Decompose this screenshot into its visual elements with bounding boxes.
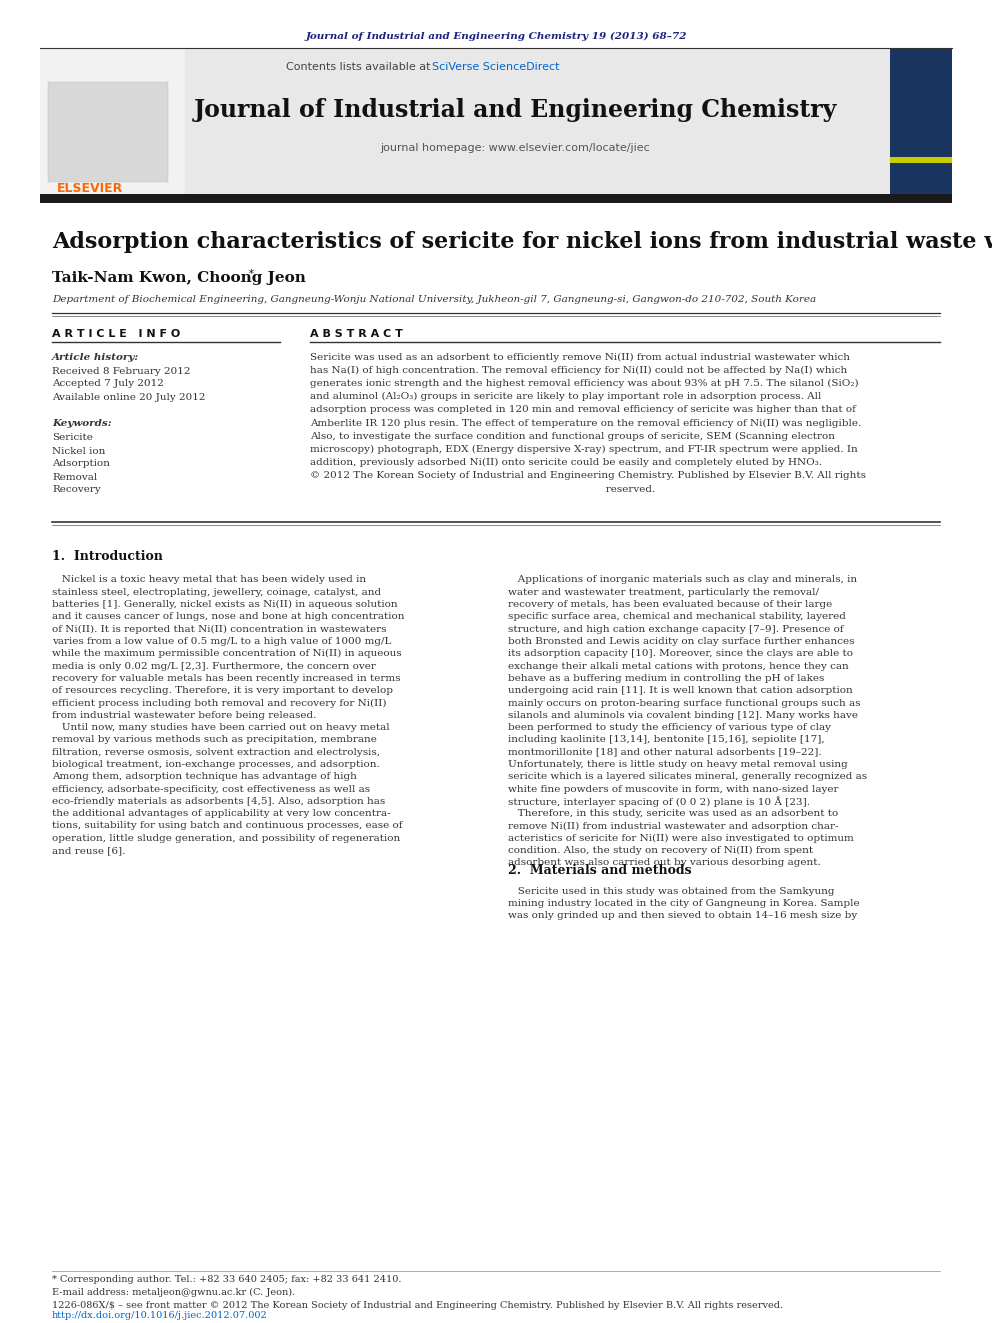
Text: while the maximum permissible concentration of Ni(II) in aqueous: while the maximum permissible concentrat… xyxy=(52,650,402,659)
Bar xyxy=(40,48,185,194)
Text: tions, suitability for using batch and continuous processes, ease of: tions, suitability for using batch and c… xyxy=(52,822,403,831)
Text: silanols and aluminols via covalent binding [12]. Many works have: silanols and aluminols via covalent bind… xyxy=(508,710,858,720)
Text: adsorbent was also carried out by various desorbing agent.: adsorbent was also carried out by variou… xyxy=(508,859,820,868)
Text: structure, and high cation exchange capacity [7–9]. Presence of: structure, and high cation exchange capa… xyxy=(508,624,843,634)
Text: Amberlite IR 120 plus resin. The effect of temperature on the removal efficiency: Amberlite IR 120 plus resin. The effect … xyxy=(310,418,861,427)
Text: remove Ni(II) from industrial wastewater and adsorption char-: remove Ni(II) from industrial wastewater… xyxy=(508,822,838,831)
Text: acteristics of sericite for Ni(II) were also investigated to optimum: acteristics of sericite for Ni(II) were … xyxy=(508,833,854,843)
Text: removal by various methods such as precipitation, membrane: removal by various methods such as preci… xyxy=(52,736,377,745)
Text: efficiency, adsorbate-specificity, cost effectiveness as well as: efficiency, adsorbate-specificity, cost … xyxy=(52,785,370,794)
Text: Adsorption characteristics of sericite for nickel ions from industrial waste wat: Adsorption characteristics of sericite f… xyxy=(52,232,992,253)
Text: adsorption process was completed in 120 min and removal efficiency of sericite w: adsorption process was completed in 120 … xyxy=(310,405,856,414)
Text: of resources recycling. Therefore, it is very important to develop: of resources recycling. Therefore, it is… xyxy=(52,687,393,695)
Text: Sericite used in this study was obtained from the Samkyung: Sericite used in this study was obtained… xyxy=(508,886,834,896)
Text: Keywords:: Keywords: xyxy=(52,419,112,429)
Text: been performed to study the efficiency of various type of clay: been performed to study the efficiency o… xyxy=(508,724,831,732)
Text: SciVerse ScienceDirect: SciVerse ScienceDirect xyxy=(432,62,559,71)
Text: recovery for valuable metals has been recently increased in terms: recovery for valuable metals has been re… xyxy=(52,673,401,683)
Text: recovery of metals, has been evaluated because of their large: recovery of metals, has been evaluated b… xyxy=(508,601,832,609)
Text: white fine powders of muscovite in form, with nano-sized layer: white fine powders of muscovite in form,… xyxy=(508,785,838,794)
Text: Article history:: Article history: xyxy=(52,352,139,361)
Text: Unfortunately, there is little study on heavy metal removal using: Unfortunately, there is little study on … xyxy=(508,759,848,769)
Text: Received 8 February 2012: Received 8 February 2012 xyxy=(52,366,190,376)
Text: efficient process including both removal and recovery for Ni(II): efficient process including both removal… xyxy=(52,699,387,708)
Text: 1226-086X/$ – see front matter © 2012 The Korean Society of Industrial and Engin: 1226-086X/$ – see front matter © 2012 Th… xyxy=(52,1301,783,1310)
Text: http://dx.doi.org/10.1016/j.jiec.2012.07.002: http://dx.doi.org/10.1016/j.jiec.2012.07… xyxy=(52,1311,268,1319)
Text: Contents lists available at: Contents lists available at xyxy=(286,62,430,71)
Text: sericite which is a layered silicates mineral, generally recognized as: sericite which is a layered silicates mi… xyxy=(508,773,867,782)
Text: Journal of Industrial and Engineering Chemistry: Journal of Industrial and Engineering Ch… xyxy=(193,98,836,122)
Text: Sericite was used as an adsorbent to efficiently remove Ni(II) from actual indus: Sericite was used as an adsorbent to eff… xyxy=(310,352,850,361)
Bar xyxy=(40,48,952,194)
Text: and reuse [6].: and reuse [6]. xyxy=(52,847,125,855)
Text: specific surface area, chemical and mechanical stability, layered: specific surface area, chemical and mech… xyxy=(508,613,846,622)
Text: varies from a low value of 0.5 mg/L to a high value of 1000 mg/L: varies from a low value of 0.5 mg/L to a… xyxy=(52,636,392,646)
Text: journal homepage: www.elsevier.com/locate/jiec: journal homepage: www.elsevier.com/locat… xyxy=(380,143,650,153)
Text: stainless steel, electroplating, jewellery, coinage, catalyst, and: stainless steel, electroplating, jewelle… xyxy=(52,587,381,597)
Text: Therefore, in this study, sericite was used as an adsorbent to: Therefore, in this study, sericite was u… xyxy=(508,810,838,818)
Text: * Corresponding author. Tel.: +82 33 640 2405; fax: +82 33 641 2410.: * Corresponding author. Tel.: +82 33 640… xyxy=(52,1275,402,1285)
Text: media is only 0.02 mg/L [2,3]. Furthermore, the concern over: media is only 0.02 mg/L [2,3]. Furthermo… xyxy=(52,662,376,671)
Text: operation, little sludge generation, and possibility of regeneration: operation, little sludge generation, and… xyxy=(52,833,400,843)
Text: Also, to investigate the surface condition and functional groups of sericite, SE: Also, to investigate the surface conditi… xyxy=(310,431,835,441)
Text: mainly occurs on proton-bearing surface functional groups such as: mainly occurs on proton-bearing surface … xyxy=(508,699,860,708)
Text: 2.  Materials and methods: 2. Materials and methods xyxy=(508,864,691,877)
Text: generates ionic strength and the highest removal efficiency was about 93% at pH : generates ionic strength and the highest… xyxy=(310,378,859,388)
Text: A B S T R A C T: A B S T R A C T xyxy=(310,329,403,339)
Text: microscopy) photograph, EDX (Energy dispersive X-ray) spectrum, and FT-IR spectr: microscopy) photograph, EDX (Energy disp… xyxy=(310,445,858,454)
Text: Removal: Removal xyxy=(52,472,97,482)
Bar xyxy=(890,157,952,163)
Text: of Ni(II). It is reported that Ni(II) concentration in wastewaters: of Ni(II). It is reported that Ni(II) co… xyxy=(52,624,387,634)
Text: including kaolinite [13,14], bentonite [15,16], sepiolite [17],: including kaolinite [13,14], bentonite [… xyxy=(508,736,824,745)
Text: has Na(I) of high concentration. The removal efficiency for Ni(II) could not be : has Na(I) of high concentration. The rem… xyxy=(310,365,847,374)
Text: batteries [1]. Generally, nickel exists as Ni(II) in aqueous solution: batteries [1]. Generally, nickel exists … xyxy=(52,601,398,609)
Text: montmorillonite [18] and other natural adsorbents [19–22].: montmorillonite [18] and other natural a… xyxy=(508,747,821,757)
Text: Nickel ion: Nickel ion xyxy=(52,446,105,455)
Text: biological treatment, ion-exchange processes, and adsorption.: biological treatment, ion-exchange proce… xyxy=(52,759,380,769)
Text: and it causes cancer of lungs, nose and bone at high concentration: and it causes cancer of lungs, nose and … xyxy=(52,613,405,622)
Text: the additional advantages of applicability at very low concentra-: the additional advantages of applicabili… xyxy=(52,810,391,818)
Text: Nickel is a toxic heavy metal that has been widely used in: Nickel is a toxic heavy metal that has b… xyxy=(52,576,366,585)
Text: Taik-Nam Kwon, Choong Jeon: Taik-Nam Kwon, Choong Jeon xyxy=(52,271,306,284)
Text: Adsorption: Adsorption xyxy=(52,459,110,468)
Text: Until now, many studies have been carried out on heavy metal: Until now, many studies have been carrie… xyxy=(52,724,390,732)
Text: © 2012 The Korean Society of Industrial and Engineering Chemistry. Published by : © 2012 The Korean Society of Industrial … xyxy=(310,471,866,480)
Text: its adsorption capacity [10]. Moreover, since the clays are able to: its adsorption capacity [10]. Moreover, … xyxy=(508,650,853,659)
Bar xyxy=(48,82,168,183)
Bar xyxy=(40,194,952,202)
Text: mining industry located in the city of Gangneung in Korea. Sample: mining industry located in the city of G… xyxy=(508,898,860,908)
Text: water and wastewater treatment, particularly the removal/: water and wastewater treatment, particul… xyxy=(508,587,819,597)
Text: addition, previously adsorbed Ni(II) onto sericite could be easily and completel: addition, previously adsorbed Ni(II) ont… xyxy=(310,458,822,467)
Text: eco-friendly materials as adsorbents [4,5]. Also, adsorption has: eco-friendly materials as adsorbents [4,… xyxy=(52,796,385,806)
Text: condition. Also, the study on recovery of Ni(II) from spent: condition. Also, the study on recovery o… xyxy=(508,845,813,855)
Text: exchange their alkali metal cations with protons, hence they can: exchange their alkali metal cations with… xyxy=(508,662,849,671)
Text: Accepted 7 July 2012: Accepted 7 July 2012 xyxy=(52,380,164,389)
Text: 1.  Introduction: 1. Introduction xyxy=(52,550,163,564)
Text: *: * xyxy=(245,269,254,279)
Text: Department of Biochemical Engineering, Gangneung-Wonju National University, Jukh: Department of Biochemical Engineering, G… xyxy=(52,295,816,303)
Text: behave as a buffering medium in controlling the pH of lakes: behave as a buffering medium in controll… xyxy=(508,673,824,683)
Text: E-mail address: metaljeon@gwnu.ac.kr (C. Jeon).: E-mail address: metaljeon@gwnu.ac.kr (C.… xyxy=(52,1287,296,1297)
Text: structure, interlayer spacing of (0 0 2) plane is 10 Å [23].: structure, interlayer spacing of (0 0 2)… xyxy=(508,796,810,807)
Text: Among them, adsorption technique has advantage of high: Among them, adsorption technique has adv… xyxy=(52,773,357,782)
Text: reserved.: reserved. xyxy=(310,484,656,493)
Text: both Bronsted and Lewis acidity on clay surface further enhances: both Bronsted and Lewis acidity on clay … xyxy=(508,636,854,646)
Text: undergoing acid rain [11]. It is well known that cation adsorption: undergoing acid rain [11]. It is well kn… xyxy=(508,687,853,695)
Text: Available online 20 July 2012: Available online 20 July 2012 xyxy=(52,393,205,401)
Text: from industrial wastewater before being released.: from industrial wastewater before being … xyxy=(52,710,316,720)
Bar xyxy=(890,48,952,194)
Text: A R T I C L E   I N F O: A R T I C L E I N F O xyxy=(52,329,181,339)
Text: Sericite: Sericite xyxy=(52,434,93,442)
Text: and aluminol (Al₂O₃) groups in sericite are likely to play important role in ads: and aluminol (Al₂O₃) groups in sericite … xyxy=(310,392,821,401)
Text: filtration, reverse osmosis, solvent extraction and electrolysis,: filtration, reverse osmosis, solvent ext… xyxy=(52,747,380,757)
Text: was only grinded up and then sieved to obtain 14–16 mesh size by: was only grinded up and then sieved to o… xyxy=(508,912,857,919)
Text: Journal of Industrial and Engineering Chemistry 19 (2013) 68–72: Journal of Industrial and Engineering Ch… xyxy=(306,32,686,41)
Text: Recovery: Recovery xyxy=(52,486,101,495)
Text: Applications of inorganic materials such as clay and minerals, in: Applications of inorganic materials such… xyxy=(508,576,857,585)
Text: ELSEVIER: ELSEVIER xyxy=(57,181,123,194)
